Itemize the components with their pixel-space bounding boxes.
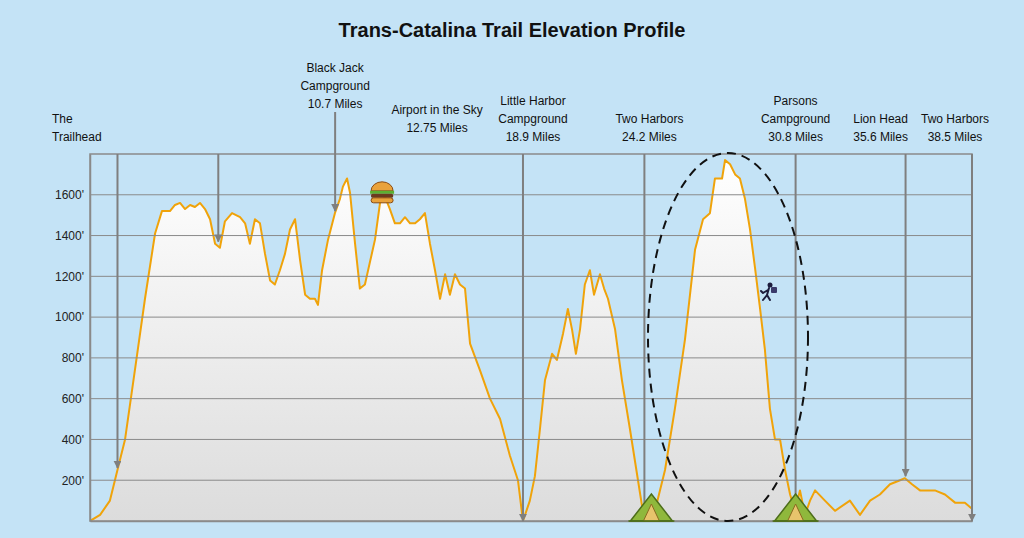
y-tick-label: 600' <box>62 392 84 406</box>
y-tick-label: 1200' <box>55 270 84 284</box>
tent-ground <box>773 520 819 522</box>
marker-label: 35.6 Miles <box>853 130 908 144</box>
burger-bun-bottom <box>371 198 393 203</box>
highlight-ellipse <box>648 153 808 521</box>
grid-line <box>90 276 972 277</box>
grid-line <box>90 194 972 195</box>
hiker-head <box>768 283 773 288</box>
marker-label: Parsons <box>774 94 818 108</box>
tent-ground <box>628 520 674 522</box>
tent-body <box>775 494 817 521</box>
marker-label: Airport in the Sky <box>391 103 482 117</box>
y-tick: 400' <box>62 433 90 447</box>
y-tick: 200' <box>62 474 90 488</box>
y-tick: 800' <box>62 351 90 365</box>
y-tick: 1600' <box>55 188 90 202</box>
y-tick-label: 1600' <box>55 188 84 202</box>
marker-label: 30.8 Miles <box>768 130 823 144</box>
grid-line <box>90 439 972 440</box>
annotations: The Trailhead Black Jack Campground 10.7 Mil… <box>52 61 989 521</box>
marker-arrow <box>971 154 973 521</box>
x-axis <box>91 521 973 522</box>
grid-line <box>90 317 972 318</box>
elevation-area <box>90 160 972 521</box>
tent-icon <box>773 494 819 521</box>
marker-arrow <box>217 154 219 242</box>
plot-frame <box>90 154 972 521</box>
marker-arrow <box>334 112 336 211</box>
marker-arrow <box>522 154 524 521</box>
marker-label: Campground <box>498 112 567 126</box>
y-tick-label: 800' <box>62 351 84 365</box>
background <box>0 0 1024 538</box>
hiker-pack <box>771 287 777 293</box>
marker-label: Lion Head <box>853 112 908 126</box>
marker-label: Two Harbors <box>615 112 683 126</box>
y-tick: 1400' <box>55 229 90 243</box>
grid-line <box>90 235 972 236</box>
marker-label: 12.75 Miles <box>406 121 467 135</box>
chart: Trans-Catalina Trail Elevation Profile 20… <box>0 0 1024 538</box>
marker-label: 38.5 Miles <box>928 130 983 144</box>
burger-icon <box>370 182 394 203</box>
marker-arrow <box>795 154 797 521</box>
burger-lettuce <box>370 191 394 194</box>
marker-label: 18.9 Miles <box>506 130 561 144</box>
marker-label: 24.2 Miles <box>622 130 677 144</box>
marker-label: The <box>52 112 73 126</box>
marker-label: Little Harbor <box>500 94 565 108</box>
marker-label: Campground <box>300 79 369 93</box>
y-tick: 1000' <box>55 310 90 324</box>
marker-arrow <box>643 154 645 521</box>
hiker-body <box>761 288 770 300</box>
plot-marks <box>90 160 972 521</box>
marker-label: 10.7 Miles <box>308 97 363 111</box>
chart-title: Trans-Catalina Trail Elevation Profile <box>339 19 686 41</box>
hiker-icon <box>761 283 777 301</box>
marker-label: Two Harbors <box>921 112 989 126</box>
tent-door <box>643 504 659 521</box>
tent-body <box>630 494 672 521</box>
marker-arrow <box>116 154 118 468</box>
marker-label: Campground <box>761 112 830 126</box>
y-tick-label: 400' <box>62 433 84 447</box>
grid-line <box>90 398 972 399</box>
marker-label: Black Jack <box>306 61 364 75</box>
elevation-line <box>90 160 972 521</box>
tent-door <box>788 504 804 521</box>
y-tick-label: 1400' <box>55 229 84 243</box>
x-axis-line <box>91 521 973 523</box>
tent-icon <box>628 494 674 521</box>
burger-bun-top <box>371 182 393 191</box>
marker-label: Trailhead <box>52 130 102 144</box>
y-tick: 600' <box>62 392 90 406</box>
grid-line <box>90 480 972 481</box>
y-tick: 1200' <box>55 270 90 284</box>
y-tick-label: 200' <box>62 474 84 488</box>
y-axis-line <box>90 155 92 522</box>
grid <box>90 195 972 480</box>
y-tick-label: 1000' <box>55 310 84 324</box>
y-axis: 200' 400' 600' 800' 1000' 1200' 1400' 1600' <box>55 155 91 522</box>
grid-line <box>90 357 972 358</box>
burger-patty <box>371 194 393 198</box>
marker-arrow <box>905 154 907 476</box>
